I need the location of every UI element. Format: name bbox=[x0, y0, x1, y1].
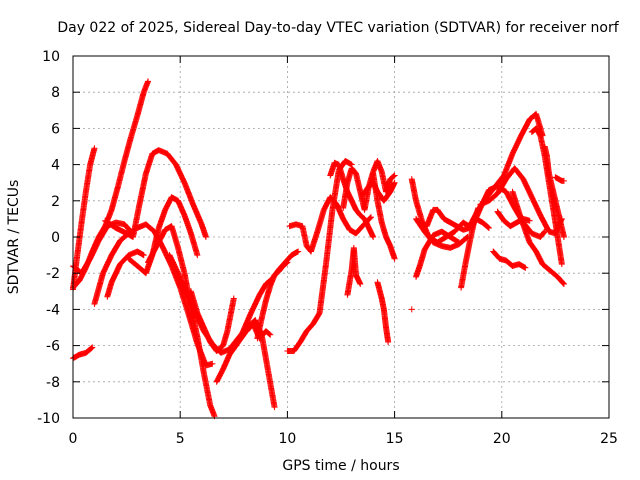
data-series-markers bbox=[284, 157, 355, 355]
data-series-markers bbox=[490, 248, 529, 271]
y-tick-label: -6 bbox=[46, 339, 60, 355]
data-series bbox=[413, 215, 471, 251]
data-series-markers bbox=[458, 205, 482, 291]
data-series bbox=[374, 279, 392, 345]
data-series bbox=[70, 344, 96, 362]
y-tick-label: 6 bbox=[51, 121, 60, 137]
data-series bbox=[104, 248, 147, 300]
data-layer bbox=[70, 78, 567, 420]
data-series-markers bbox=[552, 174, 567, 184]
data-series-markers bbox=[413, 228, 462, 280]
y-tick-label: 4 bbox=[51, 158, 60, 174]
y-tick-label: -8 bbox=[46, 375, 60, 391]
x-tick-label: 10 bbox=[278, 431, 296, 447]
x-axis-label: GPS time / hours bbox=[282, 458, 399, 474]
data-series-markers bbox=[466, 110, 546, 230]
y-tick-label: -10 bbox=[37, 411, 60, 427]
data-series bbox=[466, 110, 546, 230]
y-tick-label: -4 bbox=[46, 302, 60, 318]
data-series-markers bbox=[344, 244, 364, 298]
data-series bbox=[187, 288, 237, 355]
data-series-markers bbox=[104, 248, 147, 300]
data-series bbox=[509, 188, 567, 288]
data-series-markers bbox=[187, 288, 237, 355]
y-tick-label: 8 bbox=[51, 85, 60, 101]
data-series bbox=[552, 174, 567, 184]
data-series bbox=[254, 259, 291, 342]
data-series-markers bbox=[145, 223, 218, 420]
data-series bbox=[102, 147, 209, 240]
tick-layer: 0 5 10 15 20 25 -10 -8 -6 -4 -2 0 2 4 6 8 10 bbox=[37, 49, 618, 447]
x-tick-label: 25 bbox=[600, 431, 618, 447]
y-tick-label: -2 bbox=[46, 266, 60, 282]
y-tick-label: 10 bbox=[42, 49, 60, 65]
y-axis-label: SDTVAR / TECUs bbox=[6, 180, 22, 295]
data-series-markers bbox=[408, 306, 415, 313]
data-series bbox=[458, 205, 482, 291]
data-series-markers bbox=[413, 215, 471, 251]
grid-layer bbox=[73, 56, 609, 418]
x-tick-label: 5 bbox=[176, 431, 185, 447]
data-series bbox=[286, 194, 375, 255]
data-series-markers bbox=[509, 188, 567, 288]
y-tick-label: 0 bbox=[51, 230, 60, 246]
data-series bbox=[490, 248, 529, 271]
x-tick-label: 15 bbox=[386, 431, 404, 447]
data-series bbox=[145, 223, 218, 420]
data-series-markers bbox=[286, 194, 375, 255]
data-series bbox=[370, 170, 398, 262]
data-series-markers bbox=[70, 344, 96, 362]
chart-title: Day 022 of 2025, Sidereal Day-to-day VTE… bbox=[57, 20, 619, 36]
y-tick-label: 2 bbox=[51, 194, 60, 210]
data-series bbox=[344, 244, 364, 298]
data-series-markers bbox=[541, 143, 567, 240]
data-series bbox=[413, 228, 462, 280]
data-series bbox=[541, 143, 567, 240]
data-series bbox=[408, 306, 415, 313]
data-series-markers bbox=[254, 259, 291, 342]
data-series-markers bbox=[374, 279, 392, 345]
data-series bbox=[284, 157, 355, 355]
x-tick-label: 20 bbox=[493, 431, 511, 447]
x-tick-label: 0 bbox=[69, 431, 78, 447]
data-series-markers bbox=[370, 170, 398, 262]
data-series-markers bbox=[102, 147, 209, 240]
